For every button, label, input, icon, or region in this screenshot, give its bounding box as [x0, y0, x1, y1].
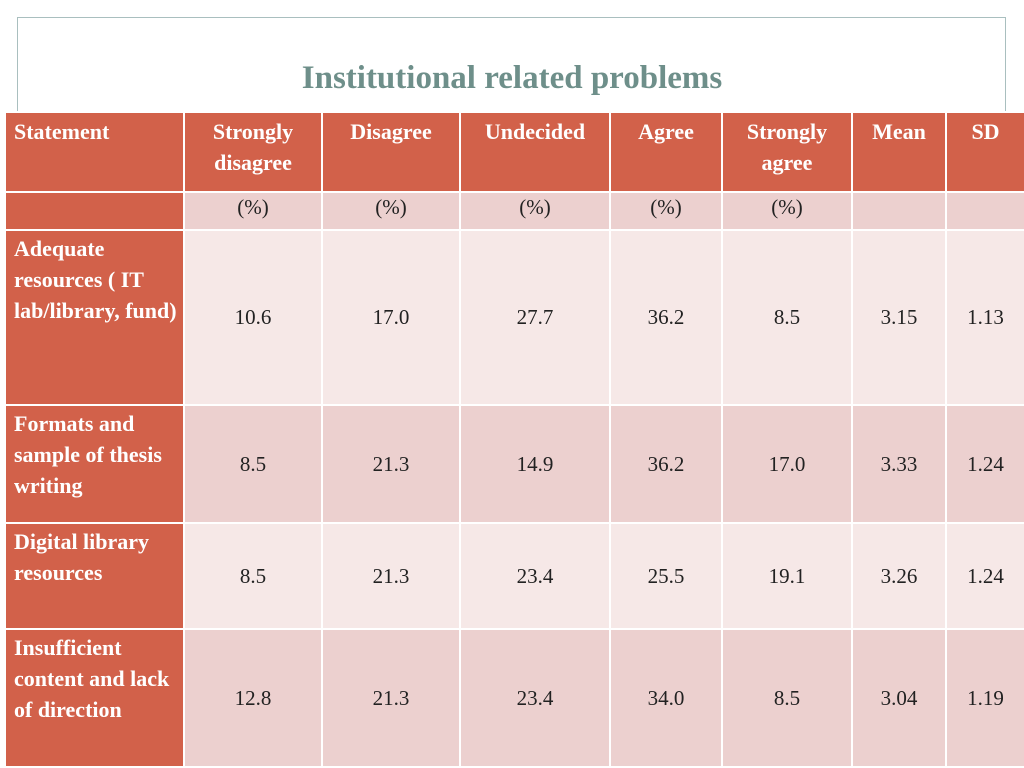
units-row: (%) (%) (%) (%) (%)	[4, 191, 1024, 231]
unit-cell	[851, 191, 947, 231]
value-cell: 25.5	[609, 522, 723, 630]
value-cell: 10.6	[183, 229, 323, 406]
header-strongly-agree: Strongly agree	[721, 111, 853, 193]
value-cell: 8.5	[721, 229, 853, 406]
value-cell: 8.5	[721, 628, 853, 768]
value-cell: 12.8	[183, 628, 323, 768]
header-agree: Agree	[609, 111, 723, 193]
header-undecided: Undecided	[459, 111, 611, 193]
table-row: Digital library resources 8.5 21.3 23.4 …	[4, 522, 1024, 630]
statement-cell: Adequate resources ( IT lab/library, fun…	[4, 229, 185, 406]
value-cell: 8.5	[183, 404, 323, 524]
value-cell: 1.19	[945, 628, 1024, 768]
unit-cell: (%)	[183, 191, 323, 231]
value-cell: 14.9	[459, 404, 611, 524]
header-sd: SD	[945, 111, 1024, 193]
table-row: Adequate resources ( IT lab/library, fun…	[4, 229, 1024, 406]
header-statement: Statement	[4, 111, 185, 193]
value-cell: 23.4	[459, 522, 611, 630]
header-strongly-disagree: Strongly disagree	[183, 111, 323, 193]
value-cell: 1.13	[945, 229, 1024, 406]
header-row: Statement Strongly disagree Disagree Und…	[4, 111, 1024, 193]
value-cell: 36.2	[609, 404, 723, 524]
title-frame	[17, 17, 1006, 111]
header-mean: Mean	[851, 111, 947, 193]
value-cell: 3.26	[851, 522, 947, 630]
header-disagree: Disagree	[321, 111, 461, 193]
value-cell: 1.24	[945, 522, 1024, 630]
value-cell: 34.0	[609, 628, 723, 768]
value-cell: 3.15	[851, 229, 947, 406]
value-cell: 21.3	[321, 522, 461, 630]
unit-cell	[4, 191, 185, 231]
value-cell: 17.0	[721, 404, 853, 524]
value-cell: 1.24	[945, 404, 1024, 524]
unit-cell: (%)	[321, 191, 461, 231]
value-cell: 23.4	[459, 628, 611, 768]
value-cell: 8.5	[183, 522, 323, 630]
statement-cell: Insufficient content and lack of directi…	[4, 628, 185, 768]
value-cell: 17.0	[321, 229, 461, 406]
unit-cell: (%)	[721, 191, 853, 231]
statement-cell: Formats and sample of thesis writing	[4, 404, 185, 524]
value-cell: 21.3	[321, 628, 461, 768]
value-cell: 36.2	[609, 229, 723, 406]
table-row: Insufficient content and lack of directi…	[4, 628, 1024, 768]
unit-cell: (%)	[459, 191, 611, 231]
value-cell: 21.3	[321, 404, 461, 524]
value-cell: 3.04	[851, 628, 947, 768]
unit-cell	[945, 191, 1024, 231]
value-cell: 3.33	[851, 404, 947, 524]
unit-cell: (%)	[609, 191, 723, 231]
slide-title: Institutional related problems	[301, 60, 723, 96]
results-table: Statement Strongly disagree Disagree Und…	[4, 111, 1024, 768]
statement-cell: Digital library resources	[4, 522, 185, 630]
table-row: Formats and sample of thesis writing 8.5…	[4, 404, 1024, 524]
value-cell: 27.7	[459, 229, 611, 406]
value-cell: 19.1	[721, 522, 853, 630]
